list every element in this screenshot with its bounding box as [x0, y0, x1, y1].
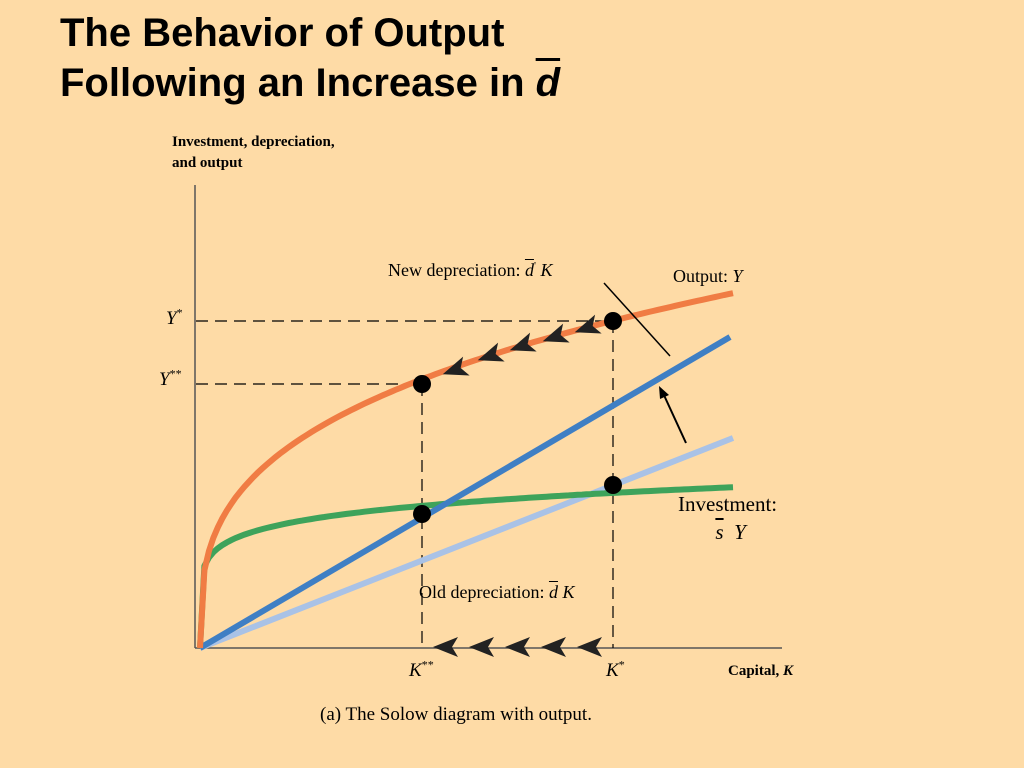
capital-axis-arrow: [577, 637, 602, 657]
slide-title: The Behavior of Output Following an Incr…: [60, 8, 560, 108]
figure-caption: (a) The Solow diagram with output.: [320, 704, 592, 725]
title-d-bar: d: [535, 61, 561, 105]
output-curve-arrow: [509, 332, 537, 352]
title-line-2: Following an Increase in d: [60, 58, 560, 108]
shift-arrow-head: [659, 386, 669, 399]
y-axis-label: Investment, depreciation, and output: [172, 132, 335, 174]
shift-arrow-shaft: [662, 392, 687, 444]
y-axis-label-line-1: Investment, depreciation,: [172, 134, 335, 150]
new-depreciation-label: New depreciation: d' K: [388, 260, 553, 280]
point-k-star-y-star: [604, 312, 622, 330]
point-k-double-star-investment: [413, 505, 431, 523]
capital-axis-arrow: [505, 637, 530, 657]
capital-axis-arrow: [469, 637, 494, 657]
capital-axis-arrow: [541, 637, 566, 657]
point-k-star-investment: [604, 476, 622, 494]
point-k-double-star-y-double-star: [413, 375, 431, 393]
new-depreciation-line: [198, 334, 732, 651]
output-curve-arrow: [477, 342, 505, 362]
output-curve-arrow: [574, 314, 602, 334]
x-axis-label: Capital, K: [728, 663, 794, 679]
output-label: Output: Y: [673, 266, 743, 286]
new-depreciation-leader: [603, 282, 671, 357]
y-axis-label-line-2: and output: [172, 155, 243, 171]
output-curve-arrow: [442, 356, 470, 376]
title-line-2-prefix: Following an Increase in: [60, 61, 536, 105]
capital-axis-arrow: [433, 637, 458, 657]
title-line-1: The Behavior of Output: [60, 11, 505, 55]
x-tick-k-double-star: K**: [409, 657, 434, 681]
output-curve-arrow: [542, 323, 570, 343]
old-depreciation-label: Old depreciation: d K: [419, 582, 575, 602]
investment-label: Investment: s Y: [678, 492, 778, 544]
y-tick-y-star: Y*: [166, 305, 183, 329]
y-tick-y-double-star: Y**: [159, 366, 182, 390]
x-tick-k-star: K*: [606, 657, 625, 681]
old-depreciation-line: [198, 435, 735, 651]
investment-curve: [197, 484, 734, 649]
output-curve: [197, 290, 734, 649]
